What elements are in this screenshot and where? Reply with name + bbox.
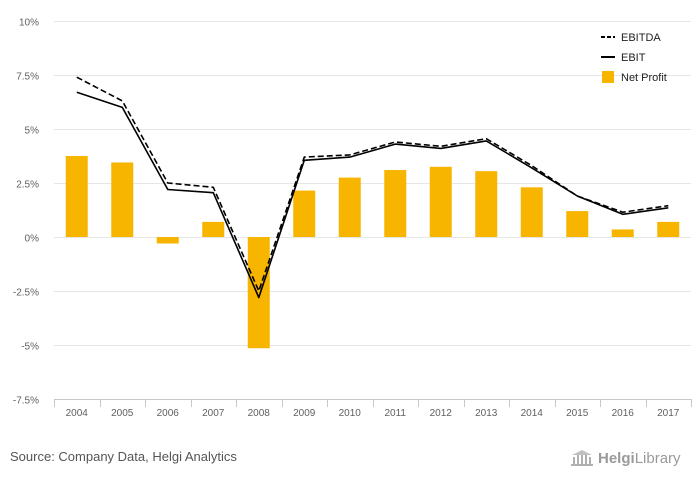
axes: 10% 7.5% 5% 2.5% 0% -2.5% -5% -7.5% 2004 2005 2006… — [13, 18, 692, 419]
y-tick-label: 0% — [25, 234, 40, 245]
library-building-icon — [571, 450, 593, 466]
brand-name-regular: Library — [634, 449, 681, 467]
bar-net-profit — [111, 162, 134, 237]
x-tick-label: 2004 — [66, 408, 89, 419]
bar-net-profit — [65, 156, 88, 237]
x-tick-label: 2006 — [157, 408, 180, 419]
chart-svg: 10% 7.5% 5% 2.5% 0% -2.5% -5% -7.5% 2004 2005 2006… — [13, 18, 692, 419]
source-note: Source: Company Data, Helgi Analytics — [10, 449, 237, 464]
bar-net-profit — [566, 211, 589, 237]
helgi-library-logo: Helgi Library — [570, 447, 681, 469]
x-tick-label: 2014 — [521, 408, 544, 419]
legend-label-ebit: EBIT — [621, 52, 646, 64]
legend-swatch-net-profit — [602, 71, 614, 83]
bar-net-profit — [429, 166, 452, 237]
legend-label-net-profit: Net Profit — [621, 72, 667, 84]
y-tick-label: -5% — [21, 342, 39, 353]
x-tick-label: 2012 — [430, 408, 453, 419]
bar-net-profit — [520, 187, 543, 237]
bar-net-profit — [338, 177, 361, 237]
y-tick-label: 10% — [19, 18, 39, 29]
line-ebitda — [76, 76, 669, 292]
x-tick-label: 2005 — [111, 408, 134, 419]
bar-net-profit — [384, 170, 407, 237]
bars-net-profit — [65, 156, 680, 349]
y-tick-label: 7.5% — [16, 72, 39, 83]
y-tick-label: -7.5% — [13, 396, 39, 407]
x-tick-label: 2015 — [566, 408, 589, 419]
y-tick-label: 5% — [25, 126, 40, 137]
brand-name-bold: Helgi — [598, 449, 635, 467]
lines — [76, 76, 669, 299]
bar-net-profit — [475, 171, 498, 237]
legend-label-ebitda: EBITDA — [621, 32, 661, 44]
x-tick-label: 2007 — [202, 408, 225, 419]
bar-net-profit — [293, 190, 316, 237]
x-tick-label: 2009 — [293, 408, 316, 419]
bar-net-profit — [247, 237, 270, 349]
bar-net-profit — [202, 221, 225, 237]
x-tick-label: 2011 — [384, 408, 406, 419]
bar-net-profit — [156, 237, 179, 244]
x-tick-label: 2013 — [475, 408, 498, 419]
bar-net-profit — [611, 229, 634, 237]
bar-net-profit — [657, 221, 680, 237]
y-tick-label: -2.5% — [13, 288, 39, 299]
x-tick-label: 2008 — [248, 408, 271, 419]
legend: EBITDA EBIT Net Profit — [601, 32, 667, 84]
line-ebit — [76, 91, 669, 299]
x-tick-label: 2016 — [612, 408, 635, 419]
x-tick-label: 2017 — [657, 408, 680, 419]
gridlines — [54, 21, 691, 400]
y-tick-label: 2.5% — [16, 180, 39, 191]
x-tick-label: 2010 — [339, 408, 362, 419]
